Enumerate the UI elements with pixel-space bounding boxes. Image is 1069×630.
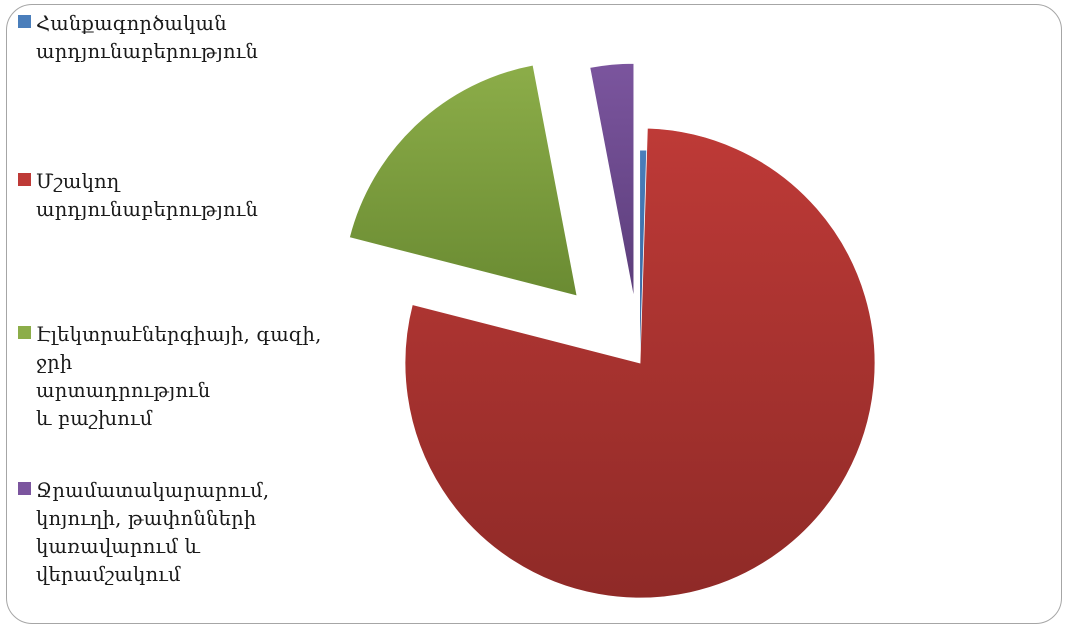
legend-label-mining: Հանքագործական արդյունաբերություն xyxy=(36,12,259,63)
pie-slice-water-supply xyxy=(589,62,635,299)
legend-swatch-water-supply xyxy=(18,482,31,495)
legend-swatch-mining xyxy=(18,15,31,28)
legend-item-electricity: Էլեկտրաէներգիայի, գազի, ջրի արտադրությու… xyxy=(18,321,321,433)
pie-slice-manufacturing xyxy=(404,127,876,599)
legend-item-manufacturing: Մշակող արդյունաբերություն xyxy=(18,168,258,224)
legend-item-water-supply: Ջրամատակարարում, կոյուղի, թափոնների կառա… xyxy=(18,477,269,589)
legend-label-water-supply: Ջրամատակարարում, կոյուղի, թափոնների կառա… xyxy=(36,479,270,586)
legend-swatch-electricity xyxy=(18,326,31,339)
pie-slice-electricity xyxy=(348,64,578,297)
legend-item-mining: Հանքագործական արդյունաբերություն xyxy=(18,10,258,66)
legend-label-electricity: Էլեկտրաէներգիայի, գազի, ջրի արտադրությու… xyxy=(36,323,322,430)
legend-swatch-manufacturing xyxy=(18,173,31,186)
chart-frame xyxy=(6,4,1062,624)
legend-label-manufacturing: Մշակող արդյունաբերություն xyxy=(36,170,259,221)
